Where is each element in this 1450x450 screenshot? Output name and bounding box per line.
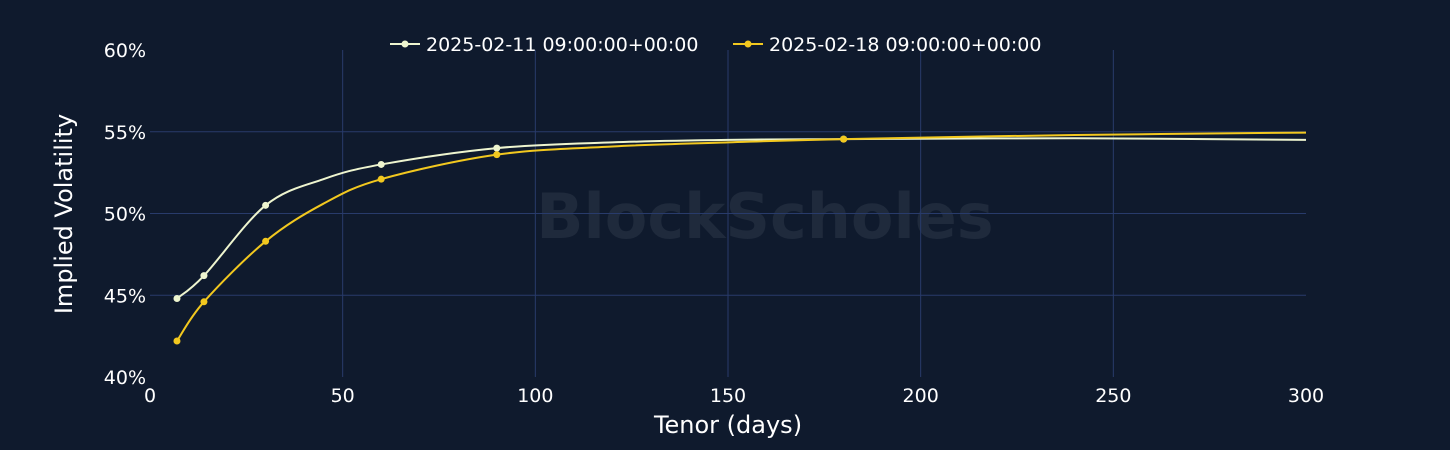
y-axis-title: Implied Volatility [50,114,78,314]
series-lines [173,131,1307,345]
legend-swatch-marker [401,40,409,48]
data-point [840,135,848,143]
x-tick-label: 150 [710,385,746,407]
data-point [173,337,181,345]
data-point [377,175,385,183]
x-tick-label: 50 [331,385,355,407]
legend[interactable]: 2025-02-11 09:00:00+00:00 2025-02-18 09:0… [390,34,1041,56]
legend-item[interactable]: 2025-02-11 09:00:00+00:00 [390,34,698,56]
data-point [262,201,270,209]
data-point [173,295,181,303]
axis-ticks: 0 50 100 150 200 250 300 40% 45% 50% 55% 60% [104,40,1324,407]
data-point [262,237,270,245]
data-point [493,151,501,159]
grid-lines [150,50,1306,377]
y-tick-label: 40% [104,367,146,389]
x-tick-label: 100 [517,385,553,407]
x-tick-label: 0 [144,385,156,407]
legend-swatch-marker [744,40,752,48]
data-point [200,298,208,306]
watermark: BlockScholes [536,180,993,253]
x-tick-label: 200 [903,385,939,407]
x-tick-label: 250 [1095,385,1131,407]
x-axis-title: Tenor (days) [653,411,802,439]
legend-label: 2025-02-11 09:00:00+00:00 [426,34,698,56]
y-tick-label: 45% [104,285,146,307]
series-2 [173,131,1307,345]
data-point [377,160,385,168]
data-point [200,272,208,280]
y-tick-label: 60% [104,40,146,62]
y-tick-label: 55% [104,122,146,144]
legend-label: 2025-02-18 09:00:00+00:00 [769,34,1041,56]
legend-item[interactable]: 2025-02-18 09:00:00+00:00 [733,34,1041,56]
x-tick-label: 300 [1288,385,1324,407]
y-tick-label: 50% [104,204,146,226]
data-point [493,144,501,152]
